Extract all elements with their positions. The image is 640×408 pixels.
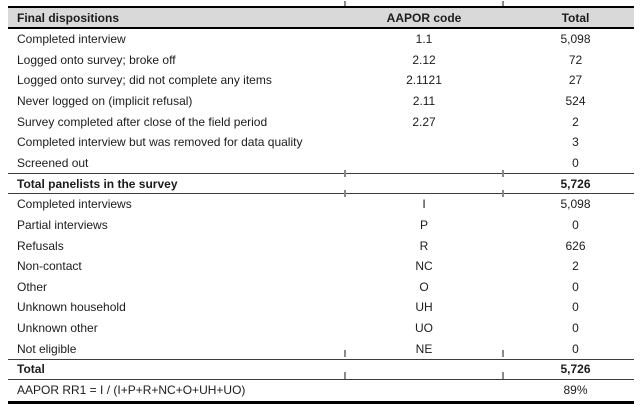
table-row: Logged onto survey; did not complete any… xyxy=(8,70,634,91)
total-value: 3 xyxy=(572,135,579,150)
aapor-code-value xyxy=(345,379,503,404)
aapor-code-value: 1.1 xyxy=(415,32,433,47)
disposition-label: Not eligible xyxy=(17,341,77,356)
aapor-code-value: NE xyxy=(415,341,433,356)
aapor-code-value: R xyxy=(419,238,429,253)
total-value: 89% xyxy=(503,379,634,404)
table-row: Completed interview 1.1 5,098 xyxy=(8,28,634,50)
total-value: 5,726 xyxy=(503,173,634,195)
table-row: Completed interview but was removed for … xyxy=(8,132,634,153)
table-row: Total panelists in the survey 5,726 xyxy=(8,173,634,195)
table-row: Screened out 0 xyxy=(8,153,634,174)
aapor-code-value xyxy=(345,173,503,195)
column-boundary-tick xyxy=(502,372,504,379)
total-value: 0 xyxy=(572,321,579,336)
total-value: 72 xyxy=(568,52,583,67)
table-row: Total 5,726 xyxy=(8,358,634,380)
table-row: Partial interviews P 0 xyxy=(8,215,634,236)
table-row: Logged onto survey; broke off 2.12 72 xyxy=(8,50,634,71)
aapor-code-value: I xyxy=(422,197,426,212)
disposition-label: Refusals xyxy=(17,238,64,253)
table-row: Not eligible NE 0 xyxy=(8,338,634,359)
aapor-code-value: 2.1121 xyxy=(406,73,442,88)
header-final-dispositions: Final dispositions xyxy=(8,7,345,29)
total-value: 5,726 xyxy=(503,358,634,380)
disposition-label: Other xyxy=(17,279,48,294)
total-value: 0 xyxy=(572,279,579,294)
table-header: Final dispositions AAPOR code Total xyxy=(8,7,634,29)
column-boundary-tick xyxy=(344,1,346,6)
total-value: 524 xyxy=(565,94,586,109)
table-row: Other O 0 xyxy=(8,277,634,298)
column-boundary-tick xyxy=(502,1,504,6)
aapor-code-value: 2.11 xyxy=(412,94,436,109)
disposition-label: Total panelists in the survey xyxy=(8,173,345,195)
table-row: Survey completed after close of the fiel… xyxy=(8,111,634,132)
disposition-label: Partial interviews xyxy=(17,218,108,233)
total-value: 0 xyxy=(572,218,579,233)
aapor-code-value xyxy=(345,358,503,380)
aapor-code-value: 2.12 xyxy=(412,52,436,67)
table-row: Unknown household UH 0 xyxy=(8,297,634,318)
table-row: Completed interviews I 5,098 xyxy=(8,194,634,215)
disposition-label: Completed interview xyxy=(17,32,126,47)
table-row: Refusals R 626 xyxy=(8,235,634,256)
dispositions-table: Final dispositions AAPOR code Total Comp… xyxy=(8,6,634,404)
total-value: 2 xyxy=(572,114,579,129)
aapor-code-value xyxy=(345,132,503,153)
aapor-code-value: NC xyxy=(415,259,433,274)
total-value: 5,098 xyxy=(560,197,591,212)
disposition-label: Non-contact xyxy=(17,259,82,274)
column-boundary-tick xyxy=(502,190,504,197)
aapor-code-value: 2.27 xyxy=(412,114,436,129)
total-value: 0 xyxy=(572,341,579,356)
disposition-label: Never logged on (implicit refusal) xyxy=(17,94,193,109)
disposition-label: Total xyxy=(8,358,345,380)
aapor-code-value xyxy=(345,153,503,174)
total-value: 27 xyxy=(568,73,583,88)
column-boundary-tick xyxy=(344,170,346,177)
column-boundary-tick xyxy=(344,350,346,357)
header-total: Total xyxy=(503,7,634,29)
dispositions-table-wrapper: Final dispositions AAPOR code Total Comp… xyxy=(8,6,634,404)
total-value: 0 xyxy=(572,300,579,315)
aapor-code-value: UH xyxy=(415,300,433,315)
table-body: Completed interview 1.1 5,098 Logged ont… xyxy=(8,28,634,404)
table-row: Unknown other UO 0 xyxy=(8,318,634,339)
aapor-code-value: UO xyxy=(415,321,433,336)
table-row: Never logged on (implicit refusal) 2.11 … xyxy=(8,91,634,112)
column-boundary-tick xyxy=(344,372,346,379)
disposition-label: Survey completed after close of the fiel… xyxy=(17,114,268,129)
total-value: 5,098 xyxy=(560,32,591,47)
disposition-label: Screened out xyxy=(17,155,89,170)
disposition-label: AAPOR RR1 = I / (I+P+R+NC+O+UH+UO) xyxy=(8,379,345,404)
aapor-code-value: O xyxy=(419,279,429,294)
disposition-label: Completed interviews xyxy=(17,197,132,212)
disposition-label: Unknown household xyxy=(17,300,126,315)
header-aapor-code: AAPOR code xyxy=(345,7,503,29)
table-row: Non-contact NC 2 xyxy=(8,256,634,277)
column-boundary-tick xyxy=(502,350,504,357)
total-value: 0 xyxy=(572,155,579,170)
total-value: 626 xyxy=(565,238,586,253)
disposition-label: Completed interview but was removed for … xyxy=(17,135,303,150)
disposition-label: Logged onto survey; did not complete any… xyxy=(17,73,272,88)
disposition-label: Unknown other xyxy=(17,321,98,336)
disposition-label: Logged onto survey; broke off xyxy=(17,52,176,67)
column-boundary-tick xyxy=(344,190,346,197)
total-value: 2 xyxy=(572,259,579,274)
column-boundary-tick xyxy=(502,170,504,177)
table-row: AAPOR RR1 = I / (I+P+R+NC+O+UH+UO) 89% xyxy=(8,379,634,404)
header-row: Final dispositions AAPOR code Total xyxy=(8,7,634,29)
aapor-code-value: P xyxy=(419,218,428,233)
